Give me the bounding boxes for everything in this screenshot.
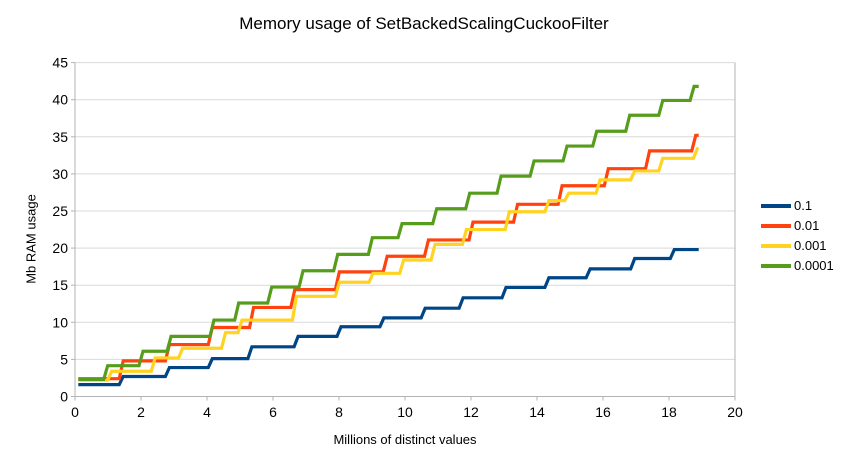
series-line-0.001 [78,147,699,382]
y-tick-label: 25 [52,203,68,219]
x-axis-title: Millions of distinct values [333,432,477,447]
series-line-0.1 [78,247,699,387]
legend: 0.1 0.01 0.001 0.0001 [761,198,834,273]
legend-item: 0.1 [761,198,834,213]
x-tick-label: 14 [529,404,545,420]
x-tick-label: 6 [269,404,277,420]
legend-swatch-icon [761,203,791,208]
x-tick-label: 20 [727,404,743,420]
legend-swatch-icon [761,243,791,248]
x-tick-label: 10 [397,404,413,420]
x-tick-label: 18 [661,404,677,420]
legend-label: 0.001 [794,238,827,253]
x-tick-label: 12 [463,404,479,420]
legend-item: 0.01 [761,218,834,233]
legend-label: 0.01 [794,218,820,233]
y-tick-label: 20 [52,240,68,256]
y-tick-label: 40 [52,92,68,108]
x-tick-label: 0 [71,404,79,420]
x-tick-label: 2 [137,404,145,420]
legend-swatch-icon [761,263,791,268]
y-tick-label: 0 [60,389,68,405]
x-tick-label: 8 [335,404,343,420]
series-line-0.01 [78,133,699,381]
chart-title: Memory usage of SetBackedScalingCuckooFi… [239,14,609,33]
y-tick-label: 35 [52,129,68,145]
legend-item: 0.001 [761,238,834,253]
x-tick-label: 4 [203,404,211,420]
y-tick-label: 30 [52,166,68,182]
y-tick-label: 10 [52,314,68,330]
series-line-0.0001 [78,84,699,382]
legend-label: 0.1 [794,198,813,213]
y-tick-label: 5 [60,351,68,367]
y-tick-label: 15 [52,277,68,293]
y-tick-label: 45 [52,55,68,71]
legend-swatch-icon [761,223,791,228]
legend-label: 0.0001 [794,258,834,273]
y-axis-title: Mb RAM usage [23,194,39,284]
legend-item: 0.0001 [761,258,834,273]
x-tick-label: 16 [595,404,611,420]
